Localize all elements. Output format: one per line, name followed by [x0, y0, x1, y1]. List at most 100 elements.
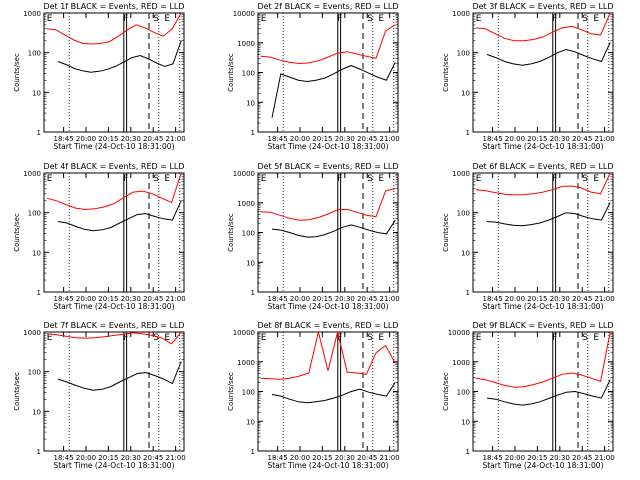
x-tick-label: 20:00	[290, 454, 310, 462]
x-tick-label: 20:45	[143, 135, 163, 143]
x-tick-label: 21:00	[166, 454, 186, 462]
x-axis-label: Start Time (24-Oct-10 18:31:00)	[267, 302, 388, 311]
event-marker-label: F	[337, 14, 342, 24]
x-tick-label: 20:15	[527, 135, 547, 143]
y-axis-label: Counts/sec	[227, 372, 235, 411]
y-tick-label: 10	[32, 89, 41, 97]
event-marker-label: F	[123, 14, 128, 24]
panel-frame	[257, 12, 399, 133]
series-lld-line	[260, 24, 396, 65]
x-tick-label: 20:00	[76, 454, 96, 462]
x-tick-label: 20:15	[312, 295, 332, 303]
x-tick-label: 21:00	[595, 454, 615, 462]
y-tick-label: 1000	[237, 200, 255, 208]
event-marker-label: E	[378, 333, 384, 343]
panel-frame	[43, 172, 185, 293]
series-lld-line	[46, 12, 182, 45]
y-tick-label: 10	[246, 99, 255, 107]
y-tick-label: 10000	[233, 10, 255, 18]
series-events-line	[271, 219, 396, 238]
x-tick-label: 21:00	[166, 135, 186, 143]
y-tick-label: 10	[32, 249, 41, 257]
x-tick-label: 20:45	[357, 135, 377, 143]
event-marker-label: E	[378, 14, 384, 24]
event-marker-label: E	[261, 14, 267, 24]
event-marker-label: E	[164, 174, 170, 184]
panel-frame	[43, 331, 185, 452]
x-tick-label: 18:45	[483, 295, 503, 303]
event-marker-label: E	[261, 333, 267, 343]
x-tick-label: 20:30	[550, 454, 570, 462]
event-marker-label: S	[153, 174, 159, 184]
event-marker-label: S	[367, 333, 373, 343]
x-tick-label: 20:45	[143, 295, 163, 303]
x-tick-label: 20:15	[98, 454, 118, 462]
x-tick-label: 20:30	[550, 135, 570, 143]
y-tick-label: 100	[457, 389, 470, 397]
panel-title: Det 7f BLACK = Events, RED = LLD	[43, 321, 184, 330]
x-tick-label: 20:45	[572, 135, 592, 143]
event-marker-label: E	[593, 14, 599, 24]
x-tick-label: 20:00	[76, 135, 96, 143]
panel-title: Det 5f BLACK = Events, RED = LLD	[257, 162, 398, 171]
series-lld-line	[46, 172, 182, 211]
event-marker-label: E	[476, 333, 482, 343]
y-tick-label: 1	[37, 129, 41, 137]
event-marker-label: E	[476, 174, 482, 184]
series-events-line	[57, 361, 182, 391]
y-tick-label: 1	[251, 448, 255, 456]
x-tick-label: 21:00	[595, 295, 615, 303]
y-tick-label: 100	[242, 389, 255, 397]
x-axis-label: Start Time (24-Oct-10 18:31:00)	[482, 302, 603, 311]
series-events-line	[486, 202, 611, 227]
y-tick-label: 1000	[237, 40, 255, 48]
x-tick-label: 18:45	[268, 135, 288, 143]
event-marker-label: F	[552, 333, 557, 343]
y-tick-label: 1000	[237, 359, 255, 367]
y-tick-label: 1	[466, 289, 470, 297]
x-tick-label: 20:00	[505, 295, 525, 303]
panel-title: Det 2f BLACK = Events, RED = LLD	[257, 2, 398, 11]
y-tick-label: 10	[461, 418, 470, 426]
event-marker-label: F	[337, 333, 342, 343]
event-marker-label: S	[367, 174, 373, 184]
x-tick-label: 18:45	[54, 454, 74, 462]
y-axis-label: Counts/sec	[13, 213, 21, 252]
x-tick-label: 18:45	[268, 454, 288, 462]
x-axis-label: Start Time (24-Oct-10 18:31:00)	[267, 142, 388, 151]
event-marker-label: S	[582, 333, 588, 343]
x-tick-label: 20:30	[335, 135, 355, 143]
event-marker-label: F	[123, 333, 128, 343]
series-lld-line	[475, 172, 611, 196]
x-tick-label: 21:00	[380, 295, 400, 303]
event-marker-label: E	[164, 333, 170, 343]
panel-frame	[472, 12, 614, 133]
series-events-line	[57, 200, 182, 232]
x-tick-label: 18:45	[483, 454, 503, 462]
panel-title: Det 8f BLACK = Events, RED = LLD	[257, 321, 398, 330]
x-axis-label: Start Time (24-Oct-10 18:31:00)	[53, 302, 174, 311]
x-tick-label: 20:15	[98, 295, 118, 303]
series-lld-line	[260, 188, 396, 221]
y-tick-label: 100	[28, 369, 41, 377]
event-marker-label: S	[153, 333, 159, 343]
x-tick-label: 20:45	[572, 295, 592, 303]
x-tick-label: 18:45	[54, 135, 74, 143]
event-marker-label: S	[153, 14, 159, 24]
y-tick-label: 10	[246, 418, 255, 426]
event-marker-label: E	[47, 333, 53, 343]
x-axis-label: Start Time (24-Oct-10 18:31:00)	[482, 142, 603, 151]
x-tick-label: 20:45	[357, 295, 377, 303]
series-events-line	[57, 40, 182, 73]
y-tick-label: 10	[32, 408, 41, 416]
y-axis-label: Counts/sec	[442, 213, 450, 252]
x-tick-label: 20:15	[527, 454, 547, 462]
event-marker-label: E	[378, 174, 384, 184]
event-marker-label: F	[552, 174, 557, 184]
x-tick-label: 21:00	[380, 454, 400, 462]
y-tick-label: 1000	[23, 170, 41, 178]
x-tick-label: 20:30	[121, 295, 141, 303]
y-tick-label: 1000	[452, 10, 470, 18]
y-tick-label: 10000	[448, 329, 470, 337]
panel-frame	[472, 331, 614, 452]
